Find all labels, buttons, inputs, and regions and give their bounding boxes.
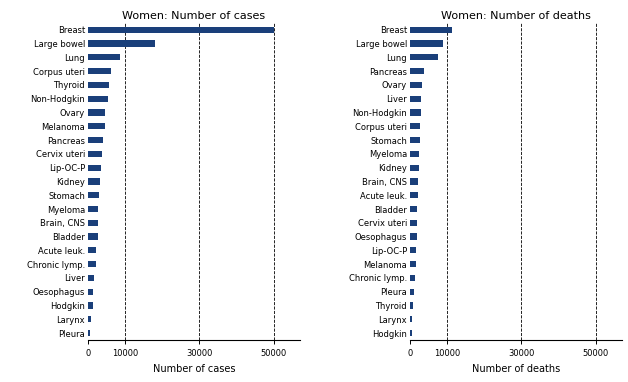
Bar bbox=[410, 220, 417, 226]
Bar bbox=[88, 316, 91, 322]
Bar bbox=[410, 165, 419, 171]
X-axis label: Number of deaths: Number of deaths bbox=[472, 364, 560, 374]
Bar bbox=[88, 233, 97, 240]
Bar bbox=[410, 247, 416, 254]
Bar bbox=[410, 206, 418, 212]
Bar bbox=[88, 220, 98, 226]
Title: Women: Number of deaths: Women: Number of deaths bbox=[441, 11, 591, 21]
Title: Women: Number of cases: Women: Number of cases bbox=[122, 11, 266, 21]
Bar bbox=[410, 82, 422, 88]
Bar bbox=[410, 316, 413, 322]
Bar bbox=[410, 137, 420, 143]
Bar bbox=[88, 109, 105, 116]
Bar bbox=[88, 289, 94, 295]
Bar bbox=[410, 109, 421, 116]
Bar bbox=[88, 68, 111, 74]
Bar bbox=[410, 330, 411, 336]
Bar bbox=[88, 303, 93, 309]
Bar bbox=[88, 192, 99, 198]
Bar bbox=[410, 68, 425, 74]
Bar bbox=[88, 165, 101, 171]
Bar bbox=[88, 206, 99, 212]
Bar bbox=[410, 303, 413, 309]
Bar bbox=[88, 151, 102, 157]
Bar bbox=[88, 123, 105, 129]
Bar bbox=[410, 233, 416, 240]
X-axis label: Number of cases: Number of cases bbox=[153, 364, 235, 374]
Bar bbox=[88, 96, 109, 102]
Bar bbox=[410, 27, 452, 33]
Bar bbox=[88, 40, 155, 47]
Bar bbox=[88, 261, 95, 267]
Bar bbox=[88, 247, 97, 254]
Bar bbox=[410, 96, 421, 102]
Bar bbox=[88, 137, 103, 143]
Bar bbox=[88, 330, 90, 336]
Bar bbox=[410, 192, 418, 198]
Bar bbox=[410, 289, 414, 295]
Bar bbox=[88, 27, 274, 33]
Bar bbox=[88, 275, 94, 281]
Bar bbox=[410, 275, 415, 281]
Bar bbox=[88, 178, 100, 185]
Bar bbox=[410, 178, 418, 185]
Bar bbox=[88, 54, 119, 60]
Bar bbox=[88, 82, 109, 88]
Bar bbox=[410, 151, 419, 157]
Bar bbox=[410, 40, 443, 47]
Bar bbox=[410, 261, 416, 267]
Bar bbox=[410, 54, 438, 60]
Bar bbox=[410, 123, 420, 129]
